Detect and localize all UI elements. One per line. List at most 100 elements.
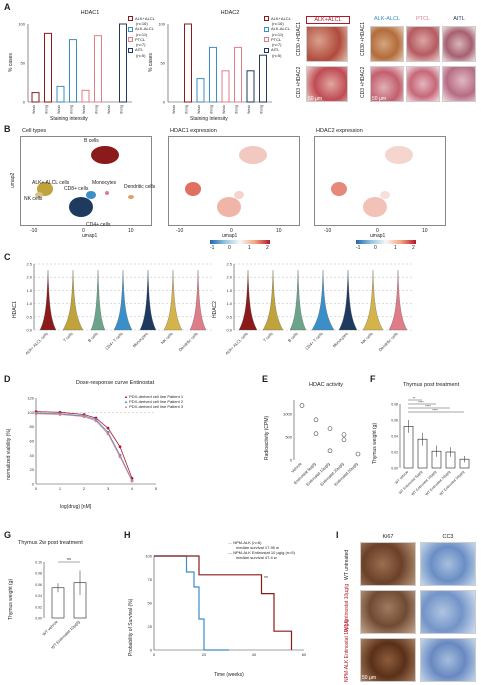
violin-category-label: Dendritic cells xyxy=(178,331,199,352)
dose-point xyxy=(106,426,110,430)
violin-NK cells xyxy=(362,269,384,331)
cluster-label-b-cells: B cells xyxy=(84,138,99,144)
micrograph-ki67-wt-entinostat xyxy=(360,590,416,634)
violin-ALK+ ALCL cells xyxy=(39,269,57,331)
panel-h-xlabel: Time (weeks) xyxy=(214,672,244,678)
g-ytick: 0.08 xyxy=(35,572,42,576)
bar-ALK+ALCL-Strong xyxy=(184,23,192,103)
violin-ytick: 2.0 xyxy=(226,275,232,280)
micrograph-cc3-wt-entinostat xyxy=(420,590,476,634)
violin-ytick: 2.5 xyxy=(26,262,32,267)
h-legend-item: — NPM-ALK (n=6) median survival 17.95 w xyxy=(228,540,295,550)
h-ytick: 0 xyxy=(150,648,153,653)
panel-label-f: F xyxy=(370,374,376,384)
panel-label-e: E xyxy=(262,374,269,384)
violin-NK cells xyxy=(163,269,183,331)
umap-title-celltypes: Cell types xyxy=(22,128,47,134)
cbar1-tick-2: 0 xyxy=(228,245,231,251)
dose-legend-marker: ▲ xyxy=(124,399,130,404)
legend-label: PTCL xyxy=(135,36,146,42)
h-legend-swatch: — xyxy=(228,540,234,545)
e-point xyxy=(327,426,333,431)
legend-swatch xyxy=(128,26,133,32)
dose-point xyxy=(82,415,86,419)
panel-h-ylabel: Probability of Survival (%) xyxy=(128,598,134,656)
g-bar xyxy=(51,587,65,619)
cluster-label-monocytes: Monocytes xyxy=(92,180,117,186)
h-legend-median: median survival 47.4 w xyxy=(236,555,277,560)
panel-label-g: G xyxy=(4,530,12,540)
legend-swatch xyxy=(264,37,269,43)
dose-curve-0 xyxy=(35,411,133,479)
e-point xyxy=(313,431,319,436)
violin-T cells xyxy=(262,269,284,331)
panel-g-title: Thymus 2w post treatment xyxy=(18,540,83,546)
f-ytick: 0.04 xyxy=(391,435,398,439)
panel-label-h: H xyxy=(124,530,131,540)
dose-xtick: 0 xyxy=(35,486,38,491)
f-category-label: WT Entinostat 10µg/g xyxy=(411,470,438,497)
ytick-label: 100 xyxy=(18,22,25,27)
violin-category-label: Monocytes xyxy=(131,331,148,348)
dose-point xyxy=(106,432,110,436)
f-category-label: WT Entinostat 20µg/g xyxy=(425,470,452,497)
umap-hdac2 xyxy=(314,136,446,226)
violin-B cells xyxy=(289,269,307,331)
ytick-label: 50 xyxy=(21,61,26,66)
legend-swatch xyxy=(264,26,269,32)
micro-row-label-3: CD30 +HDAC1 xyxy=(360,21,366,56)
bar-AITL-Strong xyxy=(119,23,127,103)
violin-ALK+ ALCL cells xyxy=(238,269,258,331)
dose-point xyxy=(118,455,122,459)
scale-bar-a1: 50 µm xyxy=(308,96,322,102)
violin-category-label: ALK+ ALCL cells xyxy=(224,331,249,356)
violin-ytick: 2.0 xyxy=(26,275,32,280)
panel-d-xlabel: log(drug) [nM] xyxy=(60,504,92,510)
panel-d-legend: ▲ PDX-derived cell line Patient 1 ▲ PDX-d… xyxy=(124,394,183,409)
f-category-label: WT Entinostat 50µg/g xyxy=(439,470,466,497)
bar-ALK-ALCL-Strong xyxy=(69,39,77,103)
cbar1-tick-3: 1 xyxy=(248,245,251,251)
xtick-label: Weak xyxy=(57,105,61,114)
violin-category-label: CD4+ T cells xyxy=(304,331,324,351)
legend-n: (n=11) xyxy=(272,31,284,37)
legend-item-3: AITL (n=5) xyxy=(264,47,291,58)
legend-n: (n=7) xyxy=(272,42,282,48)
legend-label: ALK+ALCL xyxy=(271,16,291,21)
violin-category-label: CD4+ T cells xyxy=(104,331,124,351)
dose-legend-label: PDX-derived cell line Patient 2 xyxy=(129,399,184,404)
dose-legend-item: ▲ PDX-derived cell line Patient 2 xyxy=(124,399,183,404)
ytick-label: 50 xyxy=(161,61,166,66)
f-ytick: 0.06 xyxy=(391,419,398,423)
cluster-label-alk: ALK+ ALCL cells xyxy=(32,180,70,186)
f-sig-label: **** xyxy=(425,405,431,409)
dose-ytick: 100 xyxy=(27,410,34,415)
g-ytick: 0.06 xyxy=(35,583,42,587)
violin-ylabel-hdac2: HDAC2 xyxy=(212,301,218,318)
panel-label-i: I xyxy=(336,530,339,540)
violin-ytick: 0.0 xyxy=(226,328,232,333)
dose-xtick: 2 xyxy=(83,486,86,491)
umap-hdac2-xtick-3: 10 xyxy=(422,228,428,234)
f-sig-label: **** xyxy=(432,409,438,413)
g-ytick: 0.04 xyxy=(35,594,42,598)
legend-label: AITL xyxy=(271,47,280,53)
dose-ytick: 40 xyxy=(30,453,35,458)
e-ytick: 1000 xyxy=(283,411,293,416)
violin-ytick: 1.5 xyxy=(226,288,232,293)
legend-n: (n=11) xyxy=(136,31,148,37)
h-legend-label: NPM-ALK (n=6) xyxy=(233,540,262,545)
xtick-label: Weak xyxy=(222,105,226,114)
micrograph-cc3-wt-untreated xyxy=(420,542,476,586)
legend-label: AITL xyxy=(135,47,144,53)
violin-B cells xyxy=(90,269,106,331)
legend-item-0: ALK+ALCL (n=16) xyxy=(264,16,291,26)
colorbar-hdac2 xyxy=(356,240,416,244)
violin-category-label: NK cells xyxy=(160,331,174,345)
f-sig-label: ** xyxy=(413,397,416,401)
dose-legend-marker: ▲ xyxy=(124,404,130,409)
panel-i-scale-bar: 50 µm xyxy=(362,675,376,681)
umap-hdac2-plot xyxy=(331,146,413,217)
cluster-label-cd8: CD8+ cells xyxy=(64,186,89,192)
